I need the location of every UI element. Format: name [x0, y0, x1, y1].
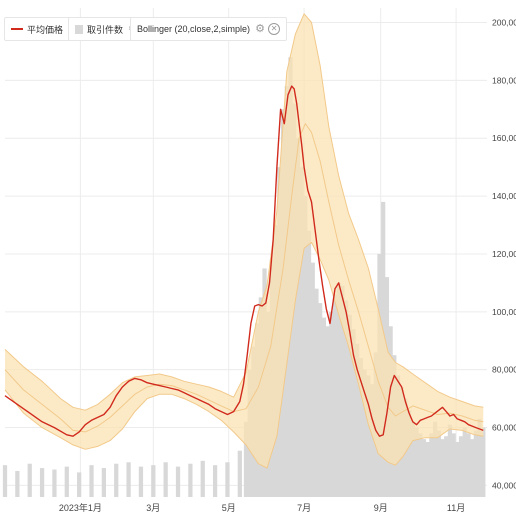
trade-count-bar	[15, 470, 20, 497]
x-tick-label: 3月	[146, 503, 160, 513]
trade-count-bar	[332, 294, 338, 497]
legend-trade-count-label: 取引件数	[87, 24, 124, 35]
trade-count-bar	[27, 463, 32, 497]
trade-count-bar	[407, 410, 412, 497]
trade-count-bar	[310, 262, 315, 497]
trade-count-bar	[358, 358, 364, 497]
trade-count-bar	[138, 466, 144, 497]
trade-count-bar	[470, 439, 475, 497]
trade-count-bar	[418, 433, 423, 497]
trade-count-bar	[410, 421, 415, 497]
trade-count-bar	[325, 326, 330, 497]
bollinger-middle-line	[4, 123, 484, 433]
trade-count-bar	[295, 138, 301, 498]
legend-swatch-average-price	[11, 28, 23, 30]
legend-bollinger[interactable]: Bollinger (20,close,2,simple) ⚙ ✕	[130, 17, 288, 41]
bollinger-band-fill	[5, 13, 484, 469]
y-tick-label: 80,000	[492, 365, 516, 375]
trade-count-bar	[425, 442, 430, 497]
trade-count-bar	[314, 288, 319, 497]
trade-count-bar	[303, 196, 308, 498]
trade-count-bar	[237, 450, 242, 497]
y-tick-label: 120,000	[492, 249, 516, 259]
bollinger-upper-line	[4, 13, 484, 411]
trade-count-bar	[321, 317, 326, 497]
trade-count-bar	[212, 465, 218, 497]
trade-count-bar	[347, 314, 352, 497]
legend-swatch-trade-count	[75, 24, 83, 34]
trade-count-bar	[462, 427, 467, 497]
trade-count-bar	[299, 167, 304, 497]
trade-count-bar	[2, 465, 8, 497]
trade-count-bar	[447, 424, 453, 497]
trade-count-bar	[421, 439, 427, 497]
bollinger-lower-line	[4, 241, 484, 469]
trade-count-bar	[414, 427, 419, 497]
trade-count-bar	[126, 462, 131, 497]
trade-count-bar	[89, 465, 94, 497]
bollinger-bands	[4, 13, 484, 469]
x-tick-label: 5月	[222, 503, 236, 513]
trade-count-bar	[39, 468, 45, 497]
trade-count-bar	[52, 469, 57, 497]
trade-count-bar	[336, 282, 341, 497]
trade-count-bar	[477, 418, 482, 497]
x-axis: 2023年1月 3月 5月 7月 9月 11月	[59, 502, 465, 513]
y-tick-label: 100,000	[492, 307, 516, 317]
legend-average-price-label: 平均価格	[27, 24, 64, 35]
trade-count-bar	[77, 472, 82, 497]
y-tick-label: 60,000	[492, 423, 516, 433]
y-tick-label: 160,000	[492, 133, 516, 143]
trade-count-bar	[455, 442, 460, 497]
trade-count-bar	[188, 463, 193, 497]
x-tick-label: 2023年1月	[59, 502, 102, 513]
trade-count-bar	[451, 433, 456, 497]
trade-count-bar	[432, 421, 438, 497]
trade-count-bar	[466, 433, 471, 497]
trade-count-bar	[163, 462, 168, 497]
y-tick-label: 180,000	[492, 75, 516, 85]
trade-count-bar	[64, 466, 69, 497]
trade-count-bar	[429, 433, 434, 497]
trade-count-bar	[306, 230, 312, 497]
trade-count-bar	[355, 343, 360, 497]
trade-count-bar	[481, 427, 486, 497]
average-price-path	[4, 85, 484, 437]
trade-count-bar	[243, 421, 249, 497]
trade-count-bar	[225, 462, 230, 497]
trade-count-bar	[343, 300, 349, 497]
trade-count-bar	[340, 285, 345, 497]
y-tick-label: 200,000	[492, 17, 516, 27]
average-price-line	[4, 85, 484, 437]
trade-count-bar	[440, 439, 445, 497]
x-tick-label: 11月	[447, 503, 465, 513]
trade-count-bar	[329, 311, 334, 497]
trade-count-bar	[351, 329, 356, 497]
y-tick-label: 40,000	[492, 480, 516, 490]
trade-count-bar	[369, 384, 375, 497]
trade-count-bar	[362, 369, 367, 497]
trade-count-bar	[101, 468, 106, 497]
y-tick-label: 140,000	[492, 191, 516, 201]
gear-icon[interactable]: ⚙	[255, 23, 265, 35]
trade-count-bar	[151, 465, 156, 497]
trade-count-bar	[436, 430, 441, 497]
trade-count-bar	[114, 463, 119, 497]
trade-count-bar	[444, 436, 449, 497]
legend-bollinger-label: Bollinger (20,close,2,simple)	[137, 24, 251, 34]
trade-count-bar	[366, 375, 371, 497]
trade-count-bar	[175, 466, 181, 497]
trade-count-bar	[200, 460, 205, 497]
x-tick-label: 7月	[297, 503, 311, 513]
trade-count-bar	[318, 303, 323, 497]
x-tick-label: 9月	[374, 503, 388, 513]
y-axis: 40,000 60,000 80,000 100,000 120,000 140,000 1…	[492, 17, 516, 490]
close-icon[interactable]: ✕	[268, 23, 281, 35]
trade-count-bar	[473, 430, 479, 497]
trade-count-bar	[458, 436, 464, 497]
